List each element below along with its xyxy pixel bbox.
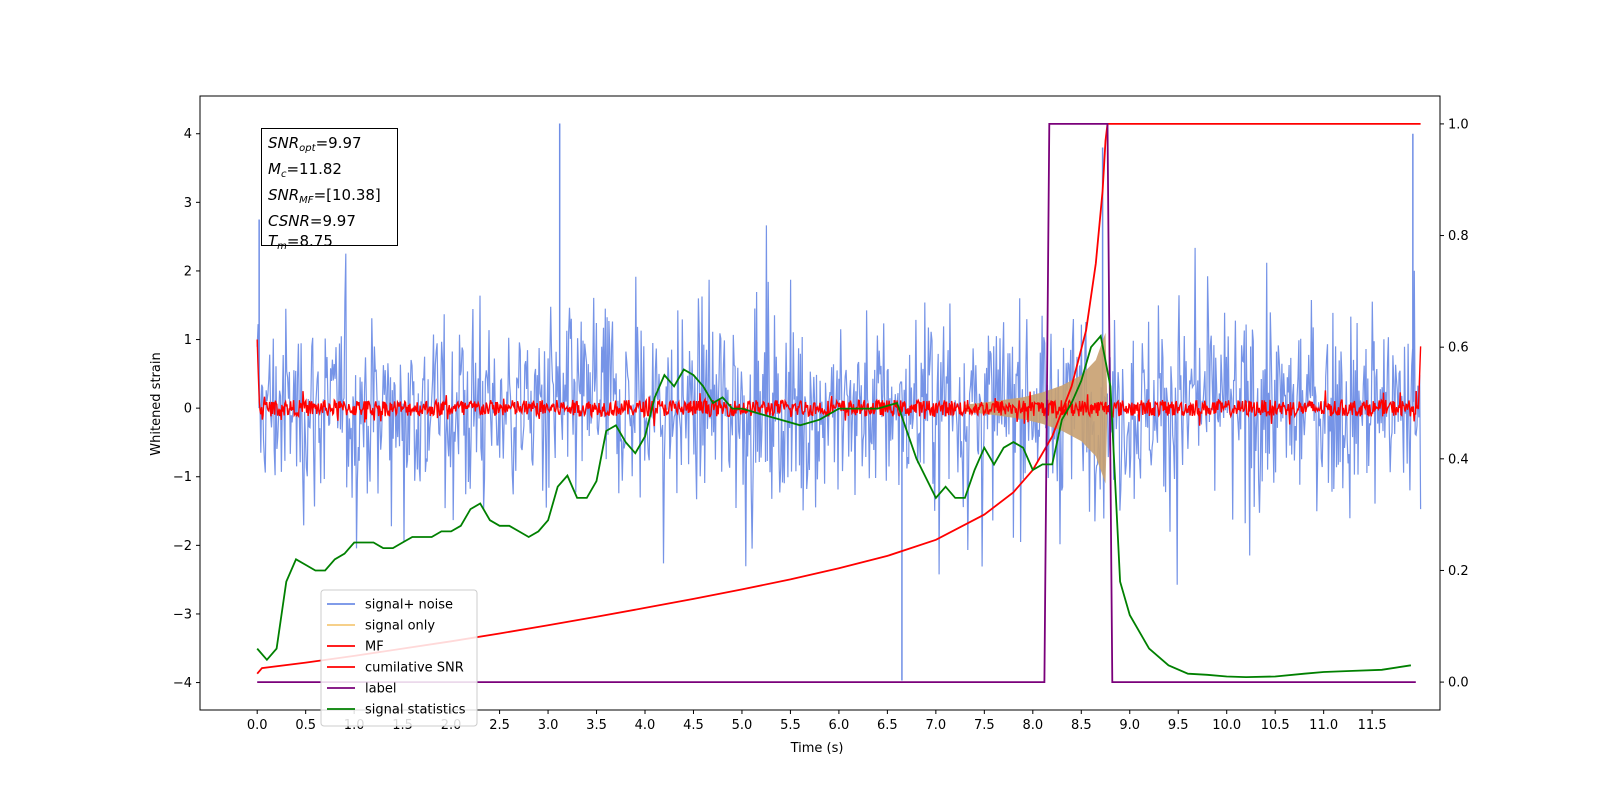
- y2-tick-label: 1.0: [1448, 117, 1469, 132]
- x-tick-label: 6.5: [877, 718, 898, 733]
- signal-statistics-line: [256, 334, 1412, 679]
- x-tick-label: 11.5: [1358, 718, 1387, 733]
- y2-tick-label: 0.2: [1448, 564, 1469, 579]
- label-series: [257, 123, 1416, 683]
- y-tick-label: 0: [184, 402, 192, 417]
- y-tick-label: −4: [173, 676, 192, 691]
- x-axis-label: Time (s): [790, 741, 844, 756]
- x-tick-label: 0.0: [247, 718, 268, 733]
- legend-label: label: [365, 682, 396, 697]
- x-axis: 0.00.51.01.52.02.53.03.54.04.55.05.56.06…: [247, 710, 1387, 733]
- y-axis-label: Whitened strain: [149, 352, 164, 455]
- legend-box: [320, 589, 478, 727]
- x-tick-label: 4.5: [683, 718, 704, 733]
- legend: signal+ noise signal only MF cumilative SNR…: [320, 589, 478, 727]
- y-tick-label: 3: [184, 196, 192, 211]
- mf-line: [256, 339, 1422, 427]
- x-tick-label: 6.0: [829, 718, 850, 733]
- x-tick-label: 3.0: [538, 718, 559, 733]
- y-tick-label: 2: [184, 264, 192, 279]
- annotation-csnr: CSNR=9.97: [268, 212, 356, 230]
- x-tick-label: 9.5: [1168, 718, 1189, 733]
- x-tick-label: 4.0: [635, 718, 656, 733]
- x-tick-label: 7.5: [974, 718, 995, 733]
- annotation-mc: Mc=11.82: [268, 160, 342, 180]
- y2-tick-label: 0.6: [1448, 341, 1469, 356]
- y-tick-label: −1: [173, 470, 192, 485]
- annotation-snr-mf: SNRMF=[10.38]: [268, 186, 381, 206]
- y-tick-label: 1: [184, 333, 192, 348]
- label-line: [257, 123, 1416, 683]
- x-tick-label: 8.5: [1071, 718, 1092, 733]
- y2-tick-label: 0.8: [1448, 229, 1469, 244]
- x-tick-label: 2.5: [489, 718, 510, 733]
- x-tick-label: 9.0: [1119, 718, 1140, 733]
- x-tick-label: 10.5: [1261, 718, 1290, 733]
- y2-tick-label: 0.4: [1448, 452, 1469, 467]
- y2-tick-label: 0.0: [1448, 676, 1469, 691]
- signal-noise-line: [256, 225, 1422, 585]
- x-tick-label: 10.0: [1212, 718, 1241, 733]
- signal-statistics-series: [256, 334, 1412, 679]
- legend-label: cumilative SNR: [365, 661, 464, 676]
- annotation-snr-opt: SNRopt=9.97: [268, 134, 362, 154]
- legend-label: signal only: [365, 619, 435, 634]
- signal-only-series: [964, 332, 1108, 484]
- x-tick-label: 11.0: [1309, 718, 1338, 733]
- plot-frame: [199, 95, 1441, 711]
- y-tick-label: 4: [184, 127, 192, 142]
- x-tick-label: 5.5: [780, 718, 801, 733]
- y-axis-left: 4 3 2 1 0 −1 −2 −3 −4: [173, 127, 200, 691]
- x-tick-label: 5.0: [732, 718, 753, 733]
- x-tick-label: 3.5: [586, 718, 607, 733]
- mf-series: [256, 339, 1422, 427]
- legend-label: signal statistics: [365, 703, 466, 718]
- annotation-box: SNRopt=9.97 Mc=11.82 SNRMF=[10.38] CSNR=…: [261, 128, 398, 252]
- x-tick-label: 7.0: [926, 718, 947, 733]
- legend-label: signal+ noise: [365, 598, 453, 613]
- signal-only-envelope: [964, 332, 1108, 484]
- y-tick-label: −3: [173, 607, 192, 622]
- legend-label: MF: [365, 640, 384, 655]
- y-tick-label: −2: [173, 539, 192, 554]
- y-axis-right: 1.0 0.8 0.6 0.4 0.2 0.0: [1440, 117, 1469, 691]
- x-tick-label: 0.5: [295, 718, 316, 733]
- annotation-tm: Tm=8.75: [268, 232, 333, 252]
- x-tick-label: 8.0: [1022, 718, 1043, 733]
